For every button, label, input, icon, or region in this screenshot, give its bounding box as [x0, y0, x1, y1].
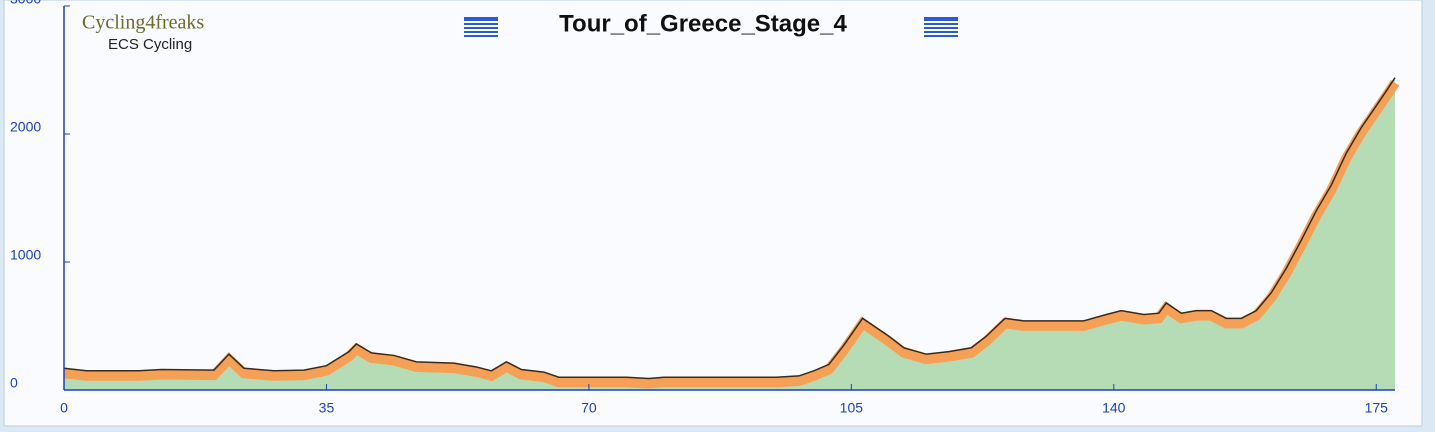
- logo: Cycling4freaks: [82, 12, 204, 34]
- x-tick-label: 140: [1102, 400, 1126, 416]
- y-tick-label: 0: [10, 375, 18, 391]
- x-tick-label: 175: [1365, 400, 1389, 416]
- chart-title: Tour_of_Greece_Stage_4: [559, 10, 847, 37]
- y-tick-label: 3000: [10, 0, 41, 7]
- flag-right: [924, 17, 958, 37]
- logo-subtitle: ECS Cycling: [108, 36, 192, 53]
- x-tick-label: 0: [60, 400, 68, 416]
- x-tick-label: 105: [840, 400, 864, 416]
- x-tick-label: 70: [581, 400, 597, 416]
- elevation-line: [63, 77, 1396, 380]
- y-tick-label: 2000: [10, 119, 41, 135]
- flag-left: [464, 17, 498, 37]
- elevation-area: [64, 77, 1395, 391]
- road-band: [63, 79, 1400, 389]
- x-tick-label: 35: [319, 400, 335, 416]
- y-tick-label: 1000: [10, 247, 41, 263]
